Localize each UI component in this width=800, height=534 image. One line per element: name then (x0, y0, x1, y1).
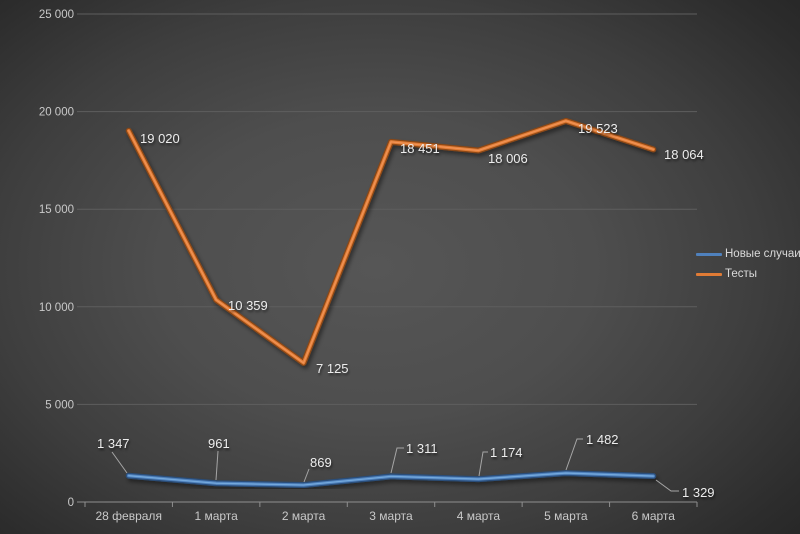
data-label: 7 125 (316, 361, 349, 376)
y-axis-tick-label: 25 000 (39, 9, 74, 21)
legend-swatch-tests (696, 272, 722, 276)
data-label: 10 359 (228, 298, 268, 313)
y-axis-tick-label: 20 000 (39, 107, 74, 119)
data-label: 1 174 (490, 445, 523, 460)
data-label-leader (303, 468, 310, 483)
data-label-leader (215, 450, 219, 481)
data-label: 869 (310, 455, 332, 470)
data-label: 1 329 (682, 485, 715, 500)
data-label: 1 482 (586, 432, 619, 447)
data-label: 19 020 (140, 131, 180, 146)
data-label: 18 064 (664, 147, 704, 162)
y-axis-tick-label: 5 000 (45, 399, 74, 411)
y-axis-tick-label: 0 (68, 497, 74, 509)
x-axis-category-label: 2 марта (282, 509, 326, 523)
data-label: 1 347 (97, 436, 130, 451)
y-axis-tick-label: 10 000 (39, 302, 74, 314)
legend-label-tests: Тесты (725, 268, 758, 280)
x-axis-category-label: 6 марта (632, 509, 676, 523)
data-label: 961 (208, 436, 230, 451)
data-label-leader (390, 447, 404, 474)
legend: Новые случаи Тесты (696, 247, 800, 281)
data-label-leader (111, 451, 128, 474)
x-axis-category-label: 1 марта (194, 509, 238, 523)
legend-item-new-cases: Новые случаи (696, 247, 800, 261)
x-axis-category-label: 28 февраля (95, 509, 161, 523)
data-label: 18 451 (400, 141, 440, 156)
legend-label-new-cases: Новые случаи (725, 248, 800, 260)
x-axis-category-label: 3 марта (369, 509, 413, 523)
x-axis-category-label: 5 марта (544, 509, 588, 523)
data-label-leader (655, 479, 679, 492)
legend-swatch-new-cases (696, 252, 722, 256)
data-label-leader (478, 451, 488, 477)
data-label-leader (565, 438, 583, 471)
series-line-tests (125, 117, 657, 366)
y-axis-tick-label: 15 000 (39, 204, 74, 216)
data-label: 18 006 (488, 151, 528, 166)
series-line-new-cases (125, 470, 657, 489)
x-axis-category-label: 4 марта (457, 509, 501, 523)
legend-item-tests: Тесты (696, 267, 800, 281)
data-label: 1 311 (406, 441, 438, 456)
data-label: 19 523 (578, 121, 618, 136)
